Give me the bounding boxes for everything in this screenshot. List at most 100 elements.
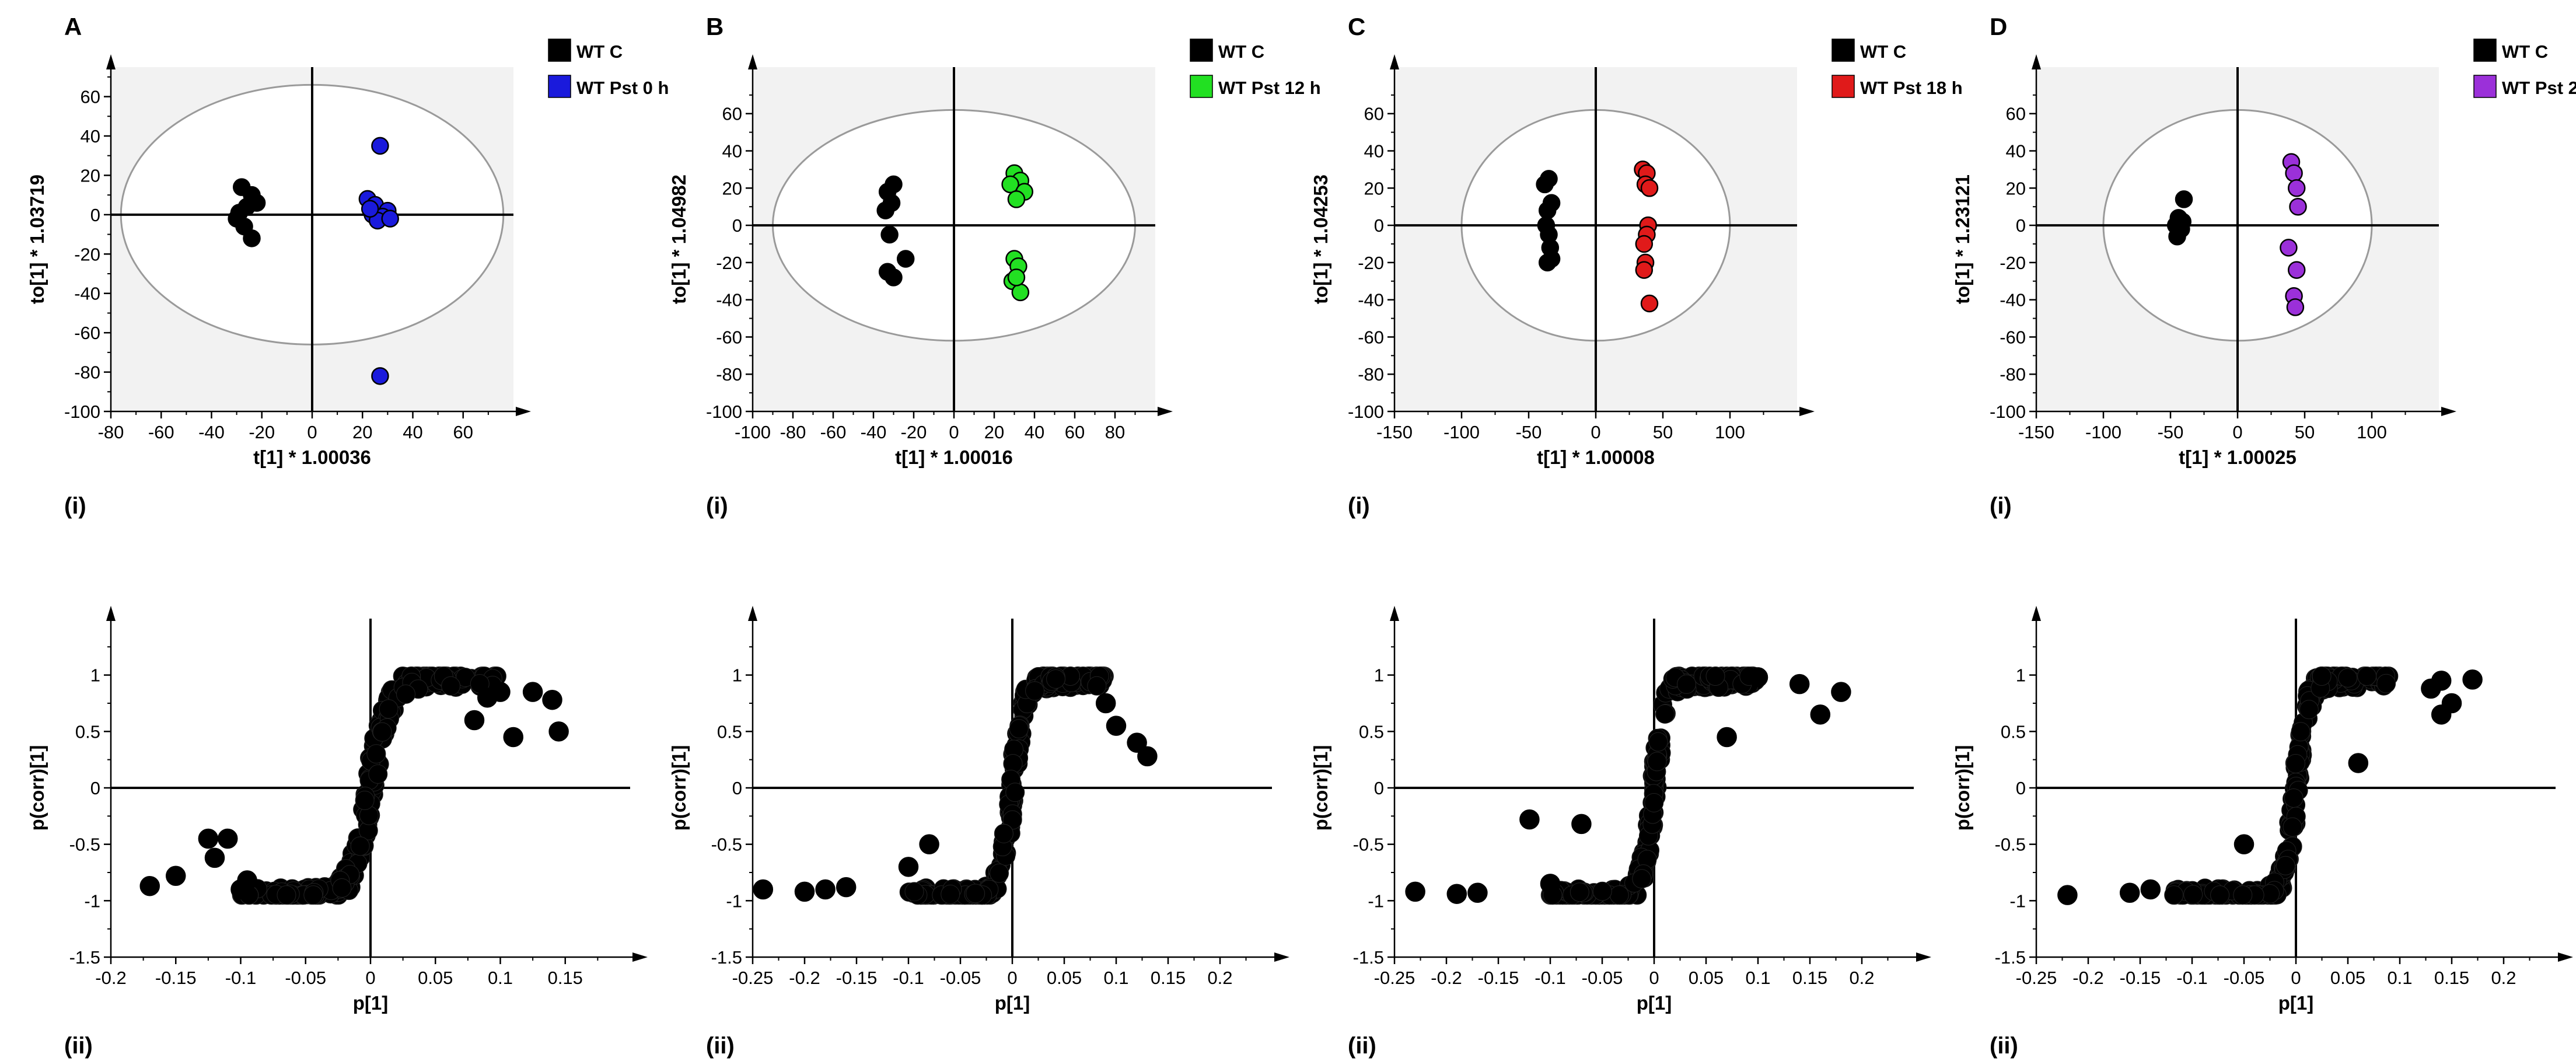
x-tick-label: 80 [1105,422,1125,442]
data-point [1001,175,1019,194]
data-point [1095,693,1116,714]
data-point [990,863,1009,883]
x-tick-label: -40 [198,422,225,442]
data-point [1647,752,1667,772]
data-point [815,879,836,900]
y-tick-label: -1 [84,891,100,911]
data-point [1571,814,1592,835]
x-tick-label: -20 [249,422,275,442]
y-axis-title: to[1] * 1.23121 [1952,174,1973,304]
data-point [2233,885,2253,905]
data-point [1046,669,1066,689]
x-tick-label: 20 [984,422,1004,442]
data-point [1632,869,1652,889]
data-point [1635,261,1654,279]
data-point [361,200,379,218]
y-tick-label: -20 [1358,253,1384,273]
data-point [1007,190,1026,208]
y-tick-label: 1 [732,665,742,686]
y-tick-label: -1 [1368,891,1384,911]
data-point [503,727,523,748]
x-tick-label: 40 [1025,422,1044,442]
y-tick-label: 0.5 [1359,721,1384,742]
data-point [396,684,415,704]
y-axis-title: p(corr)[1] [26,745,48,831]
x-tick-label: -0.15 [2120,968,2161,988]
x-tick-label: -0.15 [836,968,878,988]
y-tick-label: 0.5 [75,721,100,742]
x-tick-label: 0.05 [2330,968,2365,988]
y-tick-label: 60 [722,104,742,124]
data-point [898,857,919,877]
y-tick-label: -0.5 [69,835,100,855]
data-point [1405,881,1425,902]
x-tick-label: -50 [1516,422,1542,442]
y-tick-label: 20 [81,165,100,186]
data-point [237,870,257,891]
data-point [994,823,1013,843]
x-tick-label: -0.2 [1431,968,1462,988]
data-point [2441,693,2462,714]
legend-label: WT Pst 18 h [1860,78,1963,98]
y-tick-label: 0 [2016,215,2026,236]
x-tick-label: -0.2 [2072,968,2103,988]
x-tick-label: -80 [780,422,806,442]
y-tick-label: -1.5 [1353,947,1384,968]
y-tick-label: -0.5 [1353,835,1384,855]
legend-swatch [1190,39,1213,62]
data-point [2462,669,2483,690]
y-tick-label: -1 [726,891,742,911]
x-tick-label: 0 [1649,968,1659,988]
x-tick-label: -150 [2018,422,2054,442]
y-tick-label: -1 [2009,891,2026,911]
data-point [277,885,296,905]
y-tick-label: 20 [2006,178,2026,198]
y-tick-label: -1.5 [1995,947,2026,968]
data-point [2312,666,2332,686]
data-point [371,367,389,385]
data-point [1540,874,1561,894]
data-point [381,210,399,228]
data-point [522,682,543,702]
y-tick-label: 0 [2016,778,2026,798]
data-point [2376,673,2396,693]
data-point [1009,719,1029,739]
data-point [919,834,939,854]
x-tick-label: -100 [735,422,771,442]
x-tick-label: 0.2 [2491,968,2516,988]
x-axis-arrow [516,407,531,416]
x-tick-label: 0.2 [1207,968,1232,988]
data-point [371,137,389,155]
y-axis-arrow [106,606,116,621]
y-tick-label: -60 [716,327,742,347]
data-point [2280,239,2298,257]
panel-7: -1.5 -1 -0.5 0 0.5 1 -0.25 -0.2 -0.15 -0.1 -0.05 0 0… [1310,606,1931,1059]
data-point [1648,732,1668,752]
data-point [464,710,485,731]
y-tick-label: 0.5 [2001,721,2026,742]
data-point [1536,175,1554,194]
panel-5: -1.5 -1 -0.5 0 0.5 1 -0.2 -0.15 -0.1 -0.05 0 0.05 0.… [26,606,648,1059]
y-axis-arrow [106,54,116,69]
y-axis-title: p(corr)[1] [1952,745,1973,831]
y-tick-label: -20 [2000,253,2026,273]
x-tick-label: 0 [365,968,375,988]
data-point [1789,673,1810,694]
y-tick-label: 0 [732,778,742,798]
data-point [379,699,399,719]
data-point [1640,179,1659,197]
panel-6: -1.5 -1 -0.5 0 0.5 1 -0.25 -0.2 -0.15 -0.1 -0.05 0 0… [668,606,1289,1059]
data-point [1831,682,1851,702]
data-point [2285,753,2305,773]
x-axis-arrow [1274,952,1289,962]
legend-swatch [2473,39,2497,62]
panel-sub-label: (ii) [706,1033,735,1059]
y-axis-arrow [2032,606,2041,621]
x-tick-label: -0.1 [893,968,924,988]
data-point [1592,881,1612,901]
data-point [2299,700,2319,720]
data-point [1005,783,1025,802]
data-point [372,722,392,742]
